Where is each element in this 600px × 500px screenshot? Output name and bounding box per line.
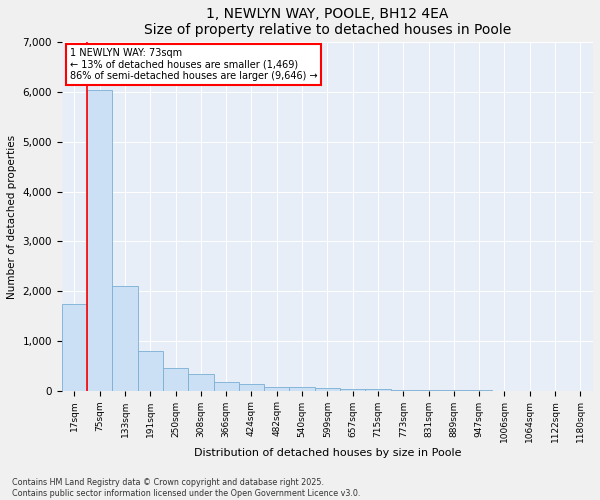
Bar: [214, 382, 239, 390]
Bar: [87, 90, 112, 391]
Bar: [188, 374, 214, 390]
Bar: [340, 389, 365, 390]
Y-axis label: Number of detached properties: Number of detached properties: [7, 134, 17, 298]
Bar: [137, 351, 163, 391]
Bar: [163, 368, 188, 390]
Text: Contains HM Land Registry data © Crown copyright and database right 2025.
Contai: Contains HM Land Registry data © Crown c…: [12, 478, 361, 498]
Bar: [289, 388, 315, 390]
Bar: [112, 286, 137, 391]
Bar: [239, 384, 264, 390]
X-axis label: Distribution of detached houses by size in Poole: Distribution of detached houses by size …: [194, 448, 461, 458]
Text: 1 NEWLYN WAY: 73sqm
← 13% of detached houses are smaller (1,469)
86% of semi-det: 1 NEWLYN WAY: 73sqm ← 13% of detached ho…: [70, 48, 317, 81]
Bar: [264, 386, 289, 390]
Bar: [62, 304, 87, 390]
Bar: [315, 388, 340, 390]
Title: 1, NEWLYN WAY, POOLE, BH12 4EA
Size of property relative to detached houses in P: 1, NEWLYN WAY, POOLE, BH12 4EA Size of p…: [144, 7, 511, 37]
